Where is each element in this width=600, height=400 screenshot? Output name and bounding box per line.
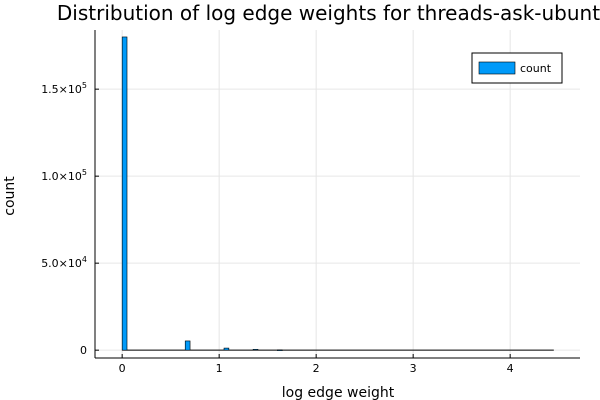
y-tick-exponent: 5: [82, 81, 87, 90]
legend-label: count: [520, 62, 552, 75]
y-tick-label: 1.0×105: [41, 168, 87, 183]
x-tick-label: 3: [410, 362, 417, 375]
x-tick-label: 0: [119, 362, 126, 375]
y-tick-mantissa: 1.0×10: [41, 170, 82, 183]
y-axis-label: count: [2, 176, 18, 216]
chart-title: Distribution of log edge weights for thr…: [57, 1, 600, 25]
x-axis-label: log edge weight: [282, 385, 395, 400]
histogram-bar: [277, 349, 283, 351]
histogram-bar: [184, 340, 191, 351]
x-tick-label: 2: [313, 362, 320, 375]
y-tick-exponent: 4: [82, 255, 87, 264]
y-tick-mantissa: 0: [80, 344, 87, 357]
histogram-bar: [121, 36, 128, 351]
x-tick-label: 4: [507, 362, 514, 375]
y-tick-label: 0: [80, 344, 87, 357]
histogram-bar: [252, 348, 259, 351]
y-tick-exponent: 5: [82, 168, 87, 177]
x-tick-label: 1: [216, 362, 223, 375]
y-tick-mantissa: 1.5×10: [41, 83, 82, 96]
histogram-bar: [223, 347, 230, 351]
legend: count: [471, 52, 563, 84]
axes: [94, 30, 580, 359]
y-tick-label: 5.0×104: [41, 255, 87, 270]
y-tick-label: 1.5×105: [41, 81, 87, 96]
y-tick-mantissa: 5.0×10: [41, 257, 82, 270]
histogram-bars: [121, 36, 554, 351]
legend-swatch: [478, 61, 516, 75]
